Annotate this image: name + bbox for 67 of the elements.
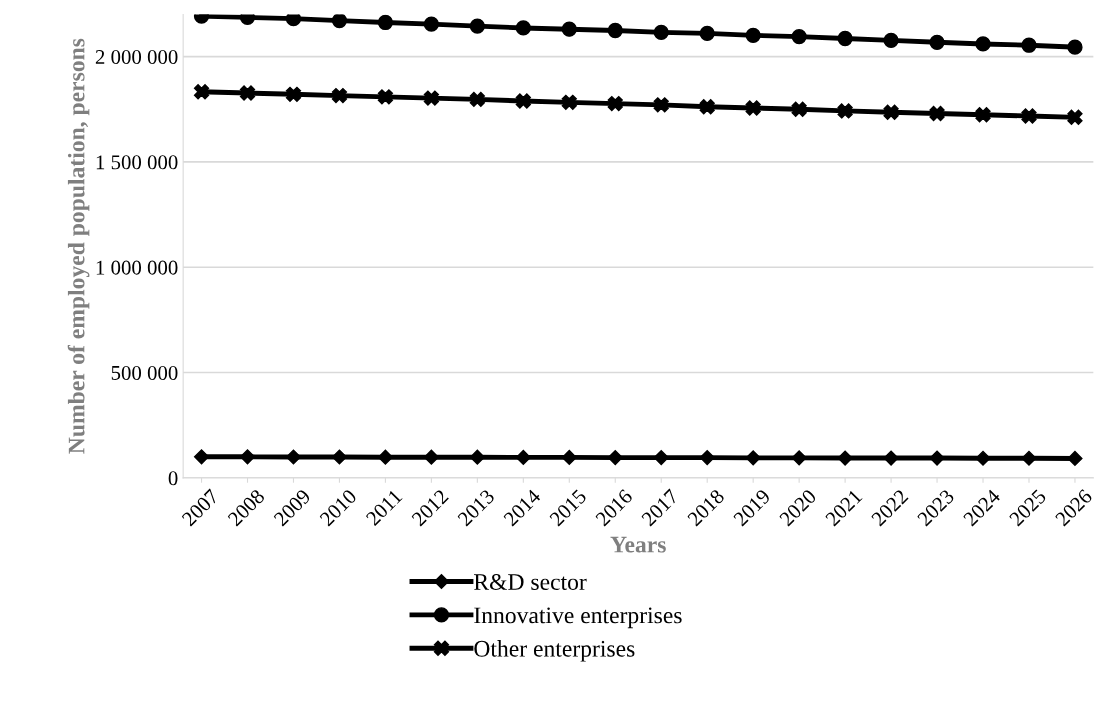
- point: [929, 105, 945, 122]
- point: [239, 85, 256, 101]
- point: [975, 36, 991, 52]
- point: [745, 450, 761, 466]
- point: [653, 97, 669, 113]
- point: [653, 450, 669, 466]
- point: [975, 107, 991, 123]
- point: [561, 449, 577, 465]
- point: [791, 101, 807, 117]
- y-tick-label: 0: [168, 471, 178, 486]
- point: [331, 87, 348, 104]
- point: [745, 100, 761, 116]
- point: [699, 25, 715, 42]
- point: [791, 28, 807, 45]
- point: [929, 34, 945, 50]
- point: [239, 449, 256, 465]
- point: [469, 449, 485, 465]
- point: [561, 94, 577, 110]
- point: [423, 16, 440, 32]
- point: [469, 18, 485, 34]
- point: [607, 22, 623, 39]
- legend-label: Innovative enterprises: [474, 607, 682, 629]
- point: [883, 32, 899, 49]
- point: [653, 24, 669, 41]
- point: [377, 89, 394, 105]
- point: [193, 449, 210, 465]
- point: [699, 450, 715, 466]
- point: [1067, 450, 1083, 467]
- point: [515, 20, 531, 36]
- point: [929, 450, 945, 466]
- point: [837, 103, 853, 119]
- point: [607, 450, 623, 466]
- point: [745, 27, 761, 43]
- point: [377, 449, 393, 465]
- legend-label: Other enterprises: [474, 640, 635, 662]
- legend-label: R&D sector: [474, 574, 587, 590]
- point: [1021, 450, 1037, 466]
- point: [607, 95, 623, 112]
- point: [1021, 37, 1037, 53]
- point: [377, 14, 394, 31]
- point: [975, 450, 991, 466]
- x-axis-title: Years: [610, 536, 666, 553]
- point: [515, 93, 531, 109]
- point: [837, 450, 853, 466]
- point: [883, 104, 899, 120]
- x-tick-label: 2011: [365, 488, 403, 527]
- point: [791, 450, 807, 466]
- point: [1067, 39, 1083, 55]
- point: [699, 99, 715, 115]
- point: [193, 84, 210, 100]
- y-axis-title: Number of employed population, persons: [67, 38, 90, 454]
- point: [331, 14, 348, 29]
- point: [423, 449, 439, 465]
- point: [1021, 108, 1037, 124]
- point: [883, 450, 899, 466]
- point: [515, 449, 531, 465]
- point: [285, 86, 302, 102]
- point: [469, 91, 485, 107]
- point: [423, 90, 440, 106]
- y-tick-label: 1 500 000: [96, 155, 178, 170]
- y-tick-label: 2 000 000: [95, 49, 178, 65]
- point: [1067, 109, 1083, 125]
- point: [285, 14, 302, 27]
- point: [561, 21, 577, 37]
- y-tick-label: 500 000: [111, 365, 178, 380]
- y-tick-label: 1 000 000: [96, 260, 178, 275]
- point: [837, 30, 853, 47]
